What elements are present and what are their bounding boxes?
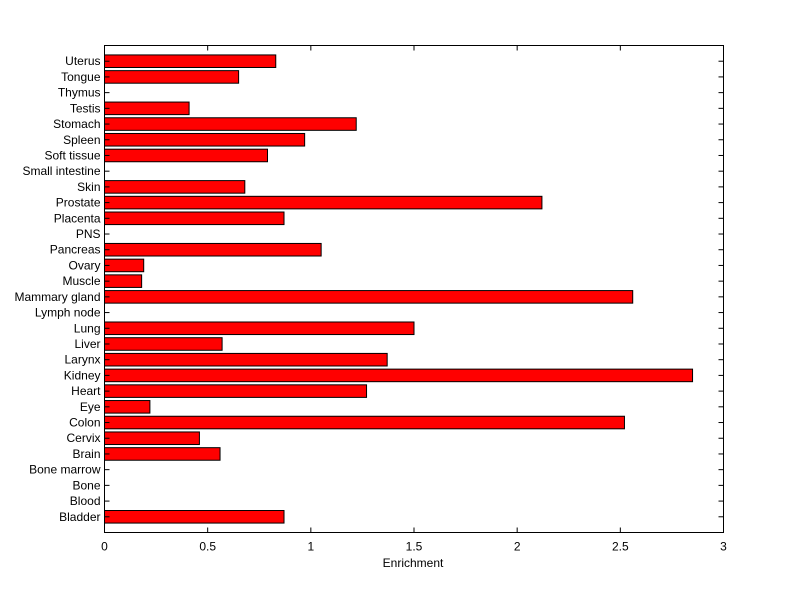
bar-stomach (104, 117, 357, 131)
bar-soft-tissue (104, 148, 269, 163)
y-tick-label: Muscle (62, 274, 100, 288)
bar-ovary (104, 258, 145, 273)
y-tick-label: Testis (70, 101, 101, 115)
y-tick-label: Bone marrow (29, 463, 101, 477)
y-tick-label: Cervix (66, 431, 100, 445)
bar-lung (104, 321, 415, 336)
y-tick-label: Pancreas (50, 243, 101, 257)
y-tick-label: Ovary (68, 258, 100, 272)
y-tick-label: Brain (72, 447, 100, 461)
y-tick-label: Skin (77, 180, 100, 194)
x-tick-label: 0 (101, 540, 108, 554)
bar-heart (104, 384, 368, 398)
bar-uterus (104, 54, 277, 68)
y-tick-label: Colon (69, 416, 100, 430)
bars (104, 54, 694, 524)
bar-placenta (104, 211, 285, 226)
x-tick-label: 3 (720, 540, 727, 554)
y-tick-label: Lymph node (35, 306, 101, 320)
x-tick-label: 0.5 (199, 540, 216, 554)
y-tick-label: Larynx (64, 353, 100, 367)
bar-larynx (104, 352, 388, 367)
bar-brain (104, 447, 221, 461)
bar-colon (104, 415, 625, 430)
y-tick-label: Spleen (63, 133, 100, 147)
bar-skin (104, 180, 246, 194)
y-tick-label: Bladder (59, 510, 100, 524)
bar-pancreas (104, 242, 322, 257)
y-tick-label: Placenta (54, 211, 101, 225)
y-tick-label: Bone (72, 478, 100, 492)
bar-bladder (104, 510, 285, 524)
y-tick-label: Kidney (64, 368, 101, 382)
y-tick-label: Tongue (61, 70, 101, 84)
bar-tongue (104, 70, 240, 84)
y-tick-label: Uterus (65, 54, 100, 68)
bar-liver (104, 337, 223, 351)
x-tick-label: 2 (514, 540, 521, 554)
x-tick-label: 1.5 (406, 540, 423, 554)
y-tick-label: Liver (74, 337, 100, 351)
y-tick-label: Heart (71, 384, 101, 398)
x-tick-label: 2.5 (612, 540, 629, 554)
bar-mammary-gland (104, 290, 634, 304)
y-tick-label: Small intestine (22, 164, 100, 178)
bar-cervix (104, 431, 200, 446)
y-tick-label: Thymus (58, 86, 101, 100)
x-tick-label: 1 (307, 540, 314, 554)
bar-muscle (104, 274, 143, 288)
bar-kidney (104, 368, 694, 383)
y-tick-label: Soft tissue (44, 148, 100, 162)
y-tick-label: Stomach (53, 117, 100, 131)
bar-prostate (104, 195, 543, 210)
x-axis-label: Enrichment (383, 556, 444, 570)
y-tick-label: Blood (70, 494, 101, 508)
y-tick-label: Eye (80, 400, 101, 414)
y-tick-label: Prostate (56, 196, 101, 210)
bar-eye (104, 400, 151, 414)
y-tick-label: PNS (76, 227, 101, 241)
y-tick-label: Lung (74, 321, 101, 335)
bar-spleen (104, 132, 306, 147)
bar-testis (104, 101, 190, 116)
y-tick-label: Mammary gland (14, 290, 100, 304)
